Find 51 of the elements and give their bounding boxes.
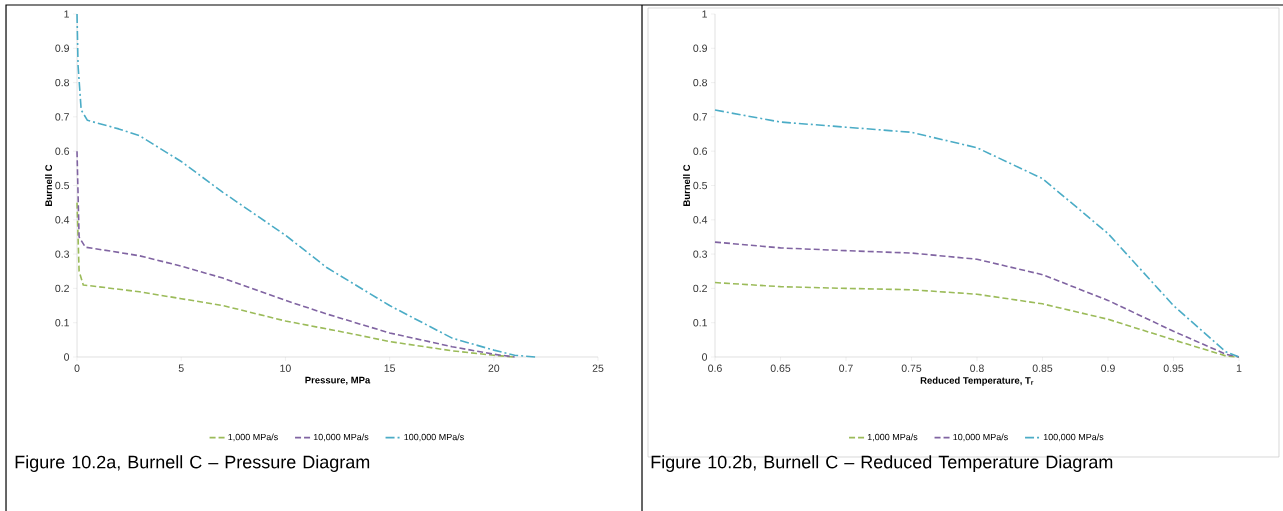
line-series bbox=[76, 201, 516, 358]
x-tick-label: 0.6 bbox=[708, 364, 722, 372]
x-tick-label: 25 bbox=[592, 364, 604, 372]
legend-label: 1,000 MPa/s bbox=[228, 433, 278, 442]
y-tick-label: 0.4 bbox=[693, 216, 708, 224]
y-tick-label: 0.7 bbox=[55, 113, 69, 121]
y-tick-label: 0.2 bbox=[693, 284, 707, 293]
y-tick-label: 0.9 bbox=[55, 44, 69, 53]
x-tick-label: 0 bbox=[74, 364, 80, 372]
y-tick-label: 0.5 bbox=[55, 181, 70, 190]
legend-label: 10,000 MPa/s bbox=[313, 433, 369, 442]
y-tick-label: 0.8 bbox=[693, 78, 708, 87]
x-tick-label: 0.85 bbox=[1032, 364, 1053, 372]
y-tick-label: 0.7 bbox=[693, 113, 707, 121]
y-tick-label: 0.1 bbox=[55, 318, 69, 327]
x-tick-label: 0.95 bbox=[1163, 364, 1184, 372]
x-tick-label: 20 bbox=[488, 364, 500, 372]
x-tick-label: 5 bbox=[178, 364, 184, 372]
caption: Figure 10.2b, Burnell C – Reduced Temperature Diagram bbox=[651, 455, 1113, 472]
legend-label: 1,000 MPa/s bbox=[867, 433, 918, 442]
y-tick-label: 0.6 bbox=[55, 147, 70, 155]
x-tick-label: 0.8 bbox=[970, 364, 984, 372]
y-tick-label: 0 bbox=[64, 353, 70, 361]
x-axis-title: Pressure, MPa bbox=[305, 376, 371, 385]
x-tick-label: 1 bbox=[1236, 364, 1242, 372]
line-series bbox=[76, 150, 516, 358]
legend-label: 10,000 MPa/s bbox=[953, 433, 1008, 442]
x-axis-title: Reduced Temperature, T$_{r}$ bbox=[920, 376, 1034, 386]
x-tick-label: 10 bbox=[280, 364, 291, 372]
x-tick-label: 0.75 bbox=[901, 364, 922, 372]
y-axis-title: Burnell C bbox=[45, 164, 53, 206]
legend-label: 100,000 MPa/s bbox=[1043, 433, 1104, 442]
y-tick-label: 0.4 bbox=[55, 216, 70, 224]
y-tick-label: 1 bbox=[702, 10, 707, 18]
y-tick-label: 1 bbox=[64, 10, 69, 18]
y-tick-label: 0.2 bbox=[55, 284, 69, 293]
y-tick-label: 0 bbox=[702, 353, 708, 361]
x-tick-label: 0.9 bbox=[1101, 364, 1115, 372]
x-tick-label: 0.65 bbox=[770, 364, 791, 372]
y-tick-label: 0.1 bbox=[693, 318, 707, 327]
y-axis-title: Burnell C bbox=[683, 164, 691, 206]
y-tick-label: 0.6 bbox=[693, 147, 708, 155]
x-tick-label: 0.7 bbox=[839, 364, 853, 372]
y-tick-label: 0.9 bbox=[693, 44, 707, 53]
x-tick-label: 15 bbox=[384, 364, 395, 372]
y-tick-label: 0.8 bbox=[55, 78, 70, 87]
legend-label: 100,000 MPa/s bbox=[404, 433, 464, 442]
y-tick-label: 0.3 bbox=[693, 250, 708, 258]
y-tick-label: 0.5 bbox=[693, 181, 708, 190]
caption: Figure 10.2a, Burnell C – Pressure Diagram bbox=[15, 455, 370, 472]
y-tick-label: 0.3 bbox=[55, 250, 70, 258]
